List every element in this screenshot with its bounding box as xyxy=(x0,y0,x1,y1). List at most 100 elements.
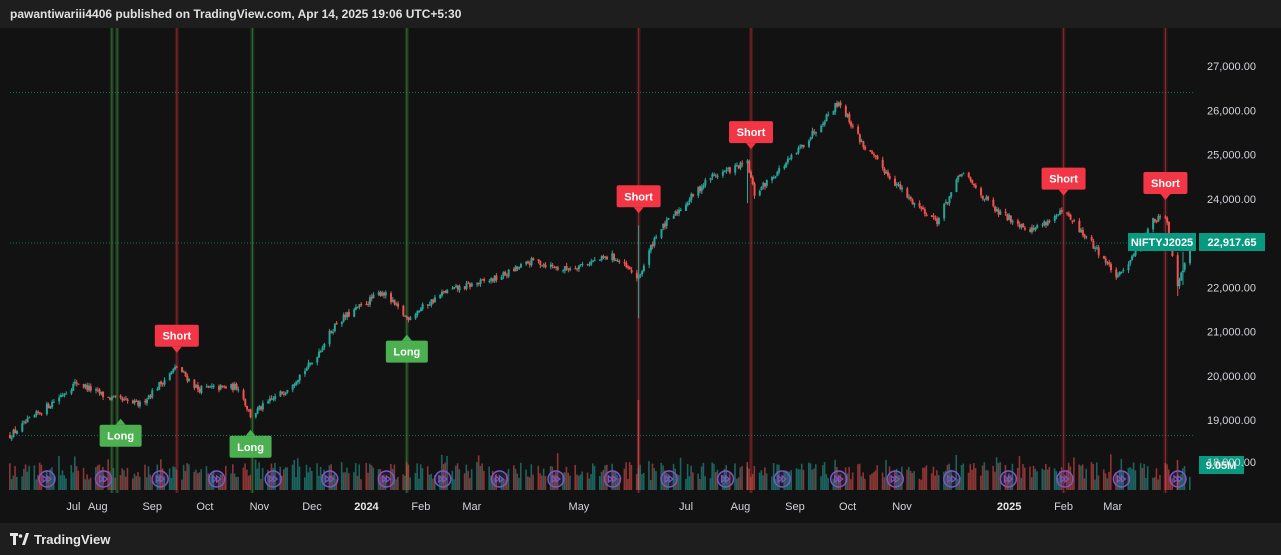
candle-body xyxy=(193,379,196,389)
candle-body xyxy=(354,307,357,310)
tradingview-logo-icon[interactable] xyxy=(10,532,30,546)
volume-bar xyxy=(1009,474,1012,490)
volume-bar xyxy=(1189,476,1191,490)
candle-body xyxy=(418,310,421,313)
candle-body xyxy=(962,173,965,175)
candle-body xyxy=(439,294,442,299)
signal-vertical-band xyxy=(1061,28,1066,493)
short-signal-label[interactable] xyxy=(616,185,661,208)
x-axis-tick-label: 2024 xyxy=(354,501,379,513)
candle-body xyxy=(995,208,998,211)
y-axis-tick-label: 21,000.00 xyxy=(1207,327,1256,339)
fast-forward-glyph xyxy=(551,474,557,484)
volume-bar xyxy=(175,469,178,490)
short-signal-label[interactable] xyxy=(154,324,199,347)
volume-bar xyxy=(144,464,146,490)
long-signal-label[interactable] xyxy=(385,340,428,363)
volume-bar xyxy=(65,478,67,490)
fast-forward-glyph xyxy=(947,474,953,484)
volume-bar xyxy=(1085,468,1087,490)
candle-body xyxy=(688,199,691,202)
candle-body xyxy=(286,390,289,393)
fast-forward-glyph xyxy=(951,474,957,484)
candle-body xyxy=(930,215,933,217)
candle-body xyxy=(899,184,902,189)
x-axis-tick-label: Sep xyxy=(142,501,162,513)
volume-bar xyxy=(725,465,728,490)
volume-bar xyxy=(702,462,705,490)
candle-body xyxy=(1004,211,1007,214)
symbol-tag[interactable] xyxy=(1128,233,1196,251)
candle-body xyxy=(356,306,359,308)
signal-vertical-band xyxy=(1163,28,1168,493)
short-signal-label[interactable] xyxy=(729,121,774,144)
volume-bar xyxy=(823,462,826,490)
long-signal-label[interactable] xyxy=(99,424,142,447)
candle-body xyxy=(637,274,640,279)
volume-bar xyxy=(581,471,584,490)
volume-bar xyxy=(26,471,29,490)
candle-body xyxy=(825,114,828,122)
candle-body xyxy=(296,380,299,382)
candle-body xyxy=(886,171,889,176)
volume-bar xyxy=(12,475,15,490)
candle-body xyxy=(851,125,854,127)
volume-bar xyxy=(937,475,940,490)
brand-name[interactable]: TradingView xyxy=(34,531,111,547)
candle-body xyxy=(614,259,617,261)
candle-body xyxy=(37,411,40,413)
volume-bar xyxy=(274,462,276,490)
fast-forward-glyph xyxy=(1060,474,1066,484)
short-signal-label[interactable] xyxy=(1143,172,1188,195)
fast-forward-glyph xyxy=(838,474,844,484)
candle-body xyxy=(1127,264,1130,271)
candle-body xyxy=(307,362,310,368)
candle-body xyxy=(144,400,147,403)
last-price-text: 22,917.65 xyxy=(1208,237,1257,249)
candle-body xyxy=(741,163,744,165)
candle-body xyxy=(100,391,103,395)
volume-bar xyxy=(711,462,713,490)
candle-body xyxy=(527,261,530,264)
candle-body xyxy=(298,374,301,381)
volume-bar xyxy=(576,474,578,490)
volume-bar xyxy=(860,476,863,490)
volume-bar xyxy=(246,469,248,490)
volume-bar xyxy=(737,477,740,490)
volume-bar xyxy=(1092,464,1095,490)
volume-bar xyxy=(286,467,289,490)
volume-bar xyxy=(124,476,127,490)
short-signal-arrow xyxy=(171,346,182,353)
long-signal-label[interactable] xyxy=(229,435,272,458)
candle-body xyxy=(391,299,394,303)
candle-body xyxy=(957,175,960,180)
candle-body xyxy=(653,237,656,246)
candle-body xyxy=(1118,272,1121,275)
volume-bar xyxy=(542,468,545,490)
volume-bar xyxy=(971,469,973,490)
short-signal-label[interactable] xyxy=(1041,167,1086,190)
candle-body xyxy=(590,261,593,265)
volume-bar xyxy=(249,474,252,490)
candle-body xyxy=(1083,234,1086,238)
chart-area[interactable]: Short Short Short Short Short Long Long Long 27,… xyxy=(0,28,1281,523)
candle-body xyxy=(565,265,568,270)
candle-body xyxy=(530,258,533,266)
candle-body xyxy=(1067,213,1070,216)
candle-body xyxy=(109,397,112,400)
volume-bar xyxy=(379,469,382,490)
candle-body xyxy=(170,371,173,374)
candle-body xyxy=(479,279,482,285)
volume-bar xyxy=(490,475,492,490)
candlestick-chart[interactable]: Short Short Short Short Short Long Long Long 27,… xyxy=(0,28,1281,523)
volume-bar xyxy=(858,463,861,490)
candle-body xyxy=(188,378,191,381)
candle-body xyxy=(676,211,679,214)
volume-bar xyxy=(574,464,577,490)
volume-bar xyxy=(205,466,208,490)
volume-tag[interactable] xyxy=(1199,456,1244,474)
candle-body xyxy=(874,155,877,157)
candle-body xyxy=(209,386,212,388)
candle-body xyxy=(827,114,830,116)
last-price-tag[interactable] xyxy=(1199,233,1265,251)
